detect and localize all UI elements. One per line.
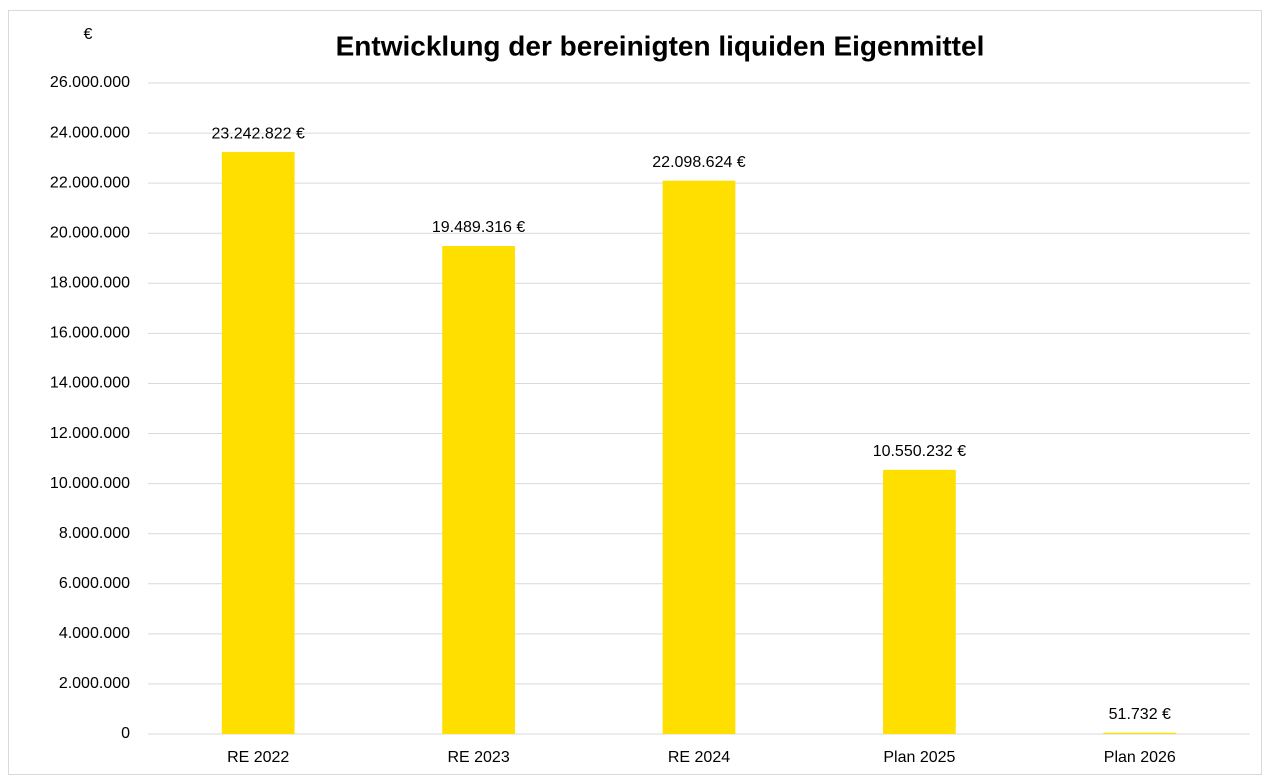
bar [883, 469, 956, 734]
chart-title: Entwicklung der bereinigten liquiden Eig… [336, 30, 985, 61]
y-tick-label: 22.000.000 [50, 174, 130, 191]
data-label: 23.242.822 € [211, 125, 305, 142]
y-tick-label: 24.000.000 [50, 124, 130, 141]
x-tick-label: Plan 2026 [1104, 749, 1176, 766]
y-tick-label: 16.000.000 [50, 325, 130, 342]
x-tick-label: Plan 2025 [883, 749, 955, 766]
data-label: 51.732 € [1109, 706, 1171, 723]
x-tick-label: RE 2023 [447, 749, 509, 766]
data-label: 22.098.624 € [652, 154, 746, 171]
bar [1103, 732, 1177, 734]
y-tick-label: 2.000.000 [59, 675, 130, 692]
y-tick-label: 6.000.000 [59, 575, 130, 592]
x-tick-label: RE 2022 [227, 749, 289, 766]
y-tick-label: 10.000.000 [50, 475, 130, 492]
x-tick-label: RE 2024 [668, 749, 730, 766]
data-label: 10.550.232 € [873, 443, 967, 460]
y-tick-label: 20.000.000 [50, 224, 130, 241]
y-tick-label: 0 [121, 725, 130, 742]
y-axis-unit: € [84, 26, 93, 43]
data-label: 19.489.316 € [432, 219, 526, 236]
y-tick-label: 14.000.000 [50, 375, 130, 392]
y-tick-label: 4.000.000 [59, 625, 130, 642]
chart-frame [8, 10, 1262, 775]
y-tick-label: 26.000.000 [50, 74, 130, 91]
y-tick-label: 18.000.000 [50, 275, 130, 292]
bar [662, 180, 736, 734]
bar [221, 152, 295, 734]
bar [442, 246, 515, 734]
y-tick-label: 12.000.000 [50, 425, 130, 442]
y-tick-label: 8.000.000 [59, 525, 130, 542]
